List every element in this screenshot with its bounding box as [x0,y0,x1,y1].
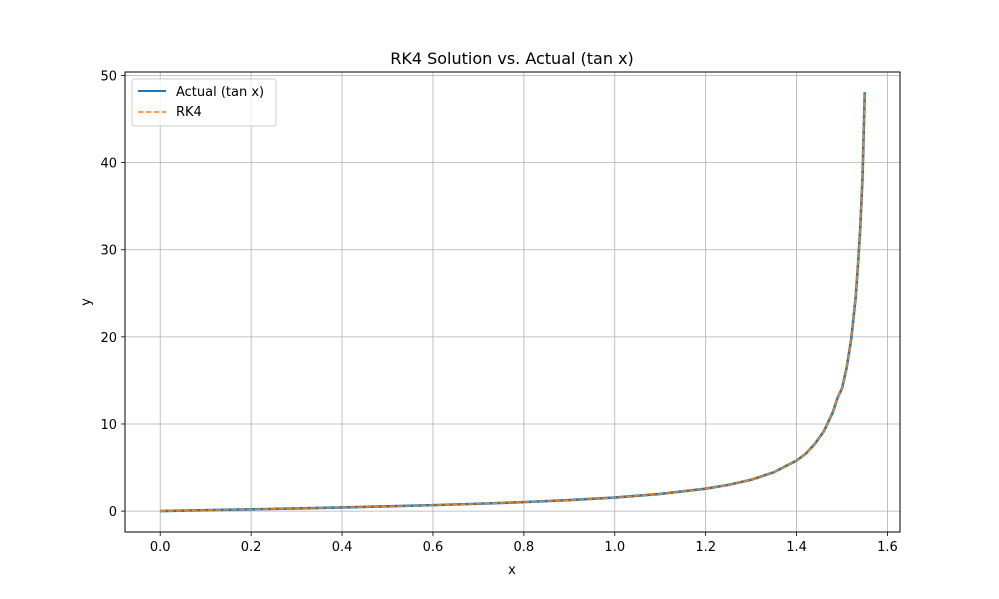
ticks: 0.0 0.2 0.4 0.6 0.8 1.0 1.2 1.4 1.6 0 10 20 30 40 50 [100,69,897,555]
y-tick-label: 50 [100,69,117,84]
y-tick-label: 20 [100,331,117,346]
plot-frame [124,71,901,533]
x-tick-label: 0.0 [150,540,171,555]
y-tick-label: 0 [109,505,117,520]
x-tick-label: 0.6 [423,540,444,555]
legend: Actual (tan x) RK4 [131,78,277,127]
legend-label-rk4: RK4 [176,105,202,120]
series-line-rk4 [160,92,866,512]
x-tick-label: 1.0 [604,540,625,555]
chart-title: RK4 Solution vs. Actual (tan x) [390,49,634,68]
x-axis-label: x [508,563,516,578]
x-tick-label: 0.2 [241,540,262,555]
x-tick-label: 1.4 [786,540,807,555]
y-tick-label: 10 [100,418,117,433]
legend-box [131,78,277,127]
legend-label-actual: Actual (tan x) [176,85,264,100]
x-tick-label: 1.2 [695,540,716,555]
y-tick-label: 30 [100,244,117,259]
grid [125,72,900,532]
series-layer [160,92,867,513]
y-tick-label: 40 [100,157,117,172]
x-tick-label: 0.4 [332,540,353,555]
x-tick-label: 1.6 [877,540,898,555]
y-axis-label: y [79,298,94,306]
x-tick-label: 0.8 [514,540,535,555]
